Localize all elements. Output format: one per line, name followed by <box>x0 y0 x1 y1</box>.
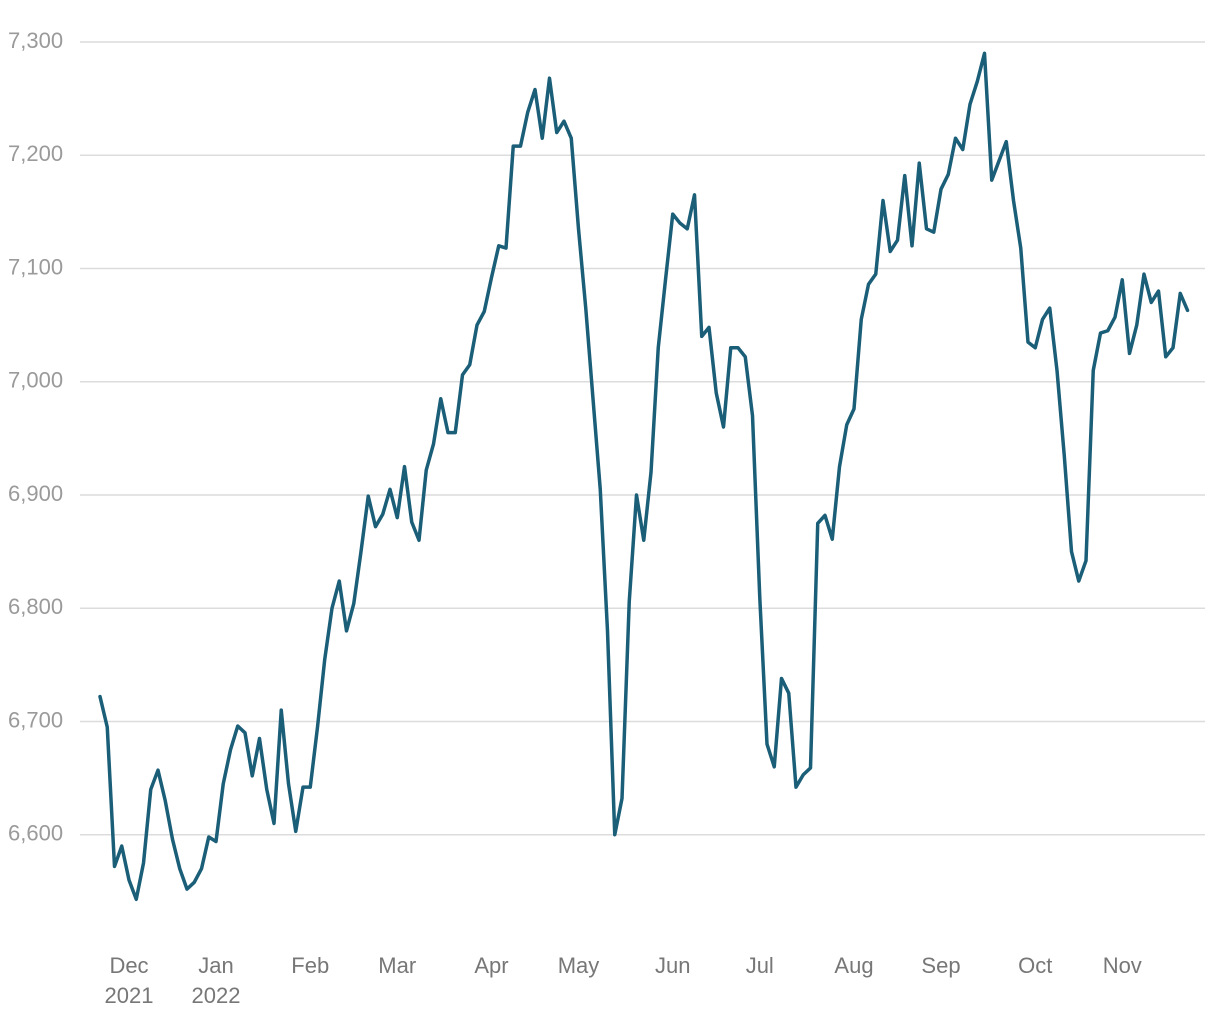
x-tick-label: May <box>557 953 600 978</box>
y-tick-label: 7,000 <box>8 368 63 393</box>
y-tick-label: 6,800 <box>8 594 63 619</box>
x-tick-label: Feb <box>291 953 330 978</box>
y-tick-label: 6,600 <box>8 821 63 846</box>
x-tick-label: Sep <box>921 953 961 978</box>
x-tick-label: Jun <box>655 953 691 978</box>
x-tick-label: Dec 2021 <box>104 953 154 1008</box>
x-tick-label: Apr <box>474 953 509 978</box>
y-tick-label: 7,300 <box>8 28 63 53</box>
y-tick-label: 7,200 <box>8 141 63 166</box>
y-tick-label: 6,900 <box>8 481 63 506</box>
x-tick-label: Jul <box>745 953 774 978</box>
x-tick-label: Oct <box>1018 953 1053 978</box>
y-tick-label: 6,700 <box>8 707 63 732</box>
line <box>98 51 1190 902</box>
x-tick-label: Jan 2022 <box>191 953 241 1008</box>
y-tick-label: 7,100 <box>8 254 63 279</box>
x-tick-label: Aug <box>834 953 874 978</box>
x-tick-label: Mar <box>378 953 417 978</box>
x-tick-label: Nov <box>1102 953 1142 978</box>
